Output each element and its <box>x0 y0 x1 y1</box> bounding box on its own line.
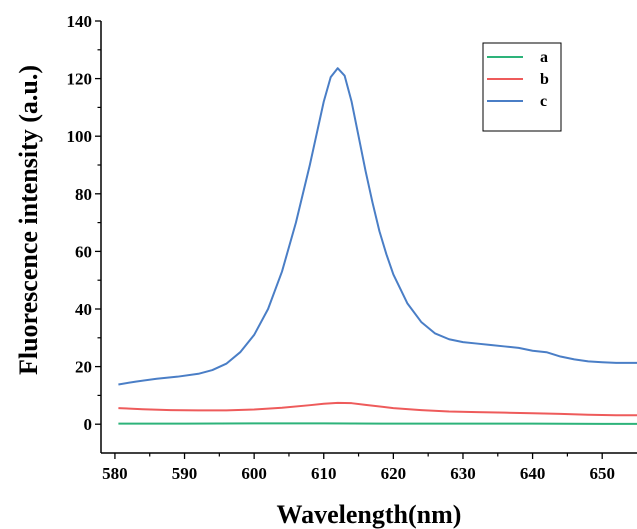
legend-label-a: a <box>540 49 548 66</box>
x-tick-label: 630 <box>450 464 476 483</box>
legend: abc <box>482 42 562 132</box>
series-line-c <box>118 67 637 386</box>
y-tick-label: 120 <box>67 70 93 89</box>
y-tick-label: 80 <box>75 185 92 204</box>
series-line-a <box>118 422 637 425</box>
y-tick-label: 60 <box>75 242 92 261</box>
y-tick-label: 20 <box>75 358 92 377</box>
legend-label-c: c <box>540 93 547 110</box>
y-tick-label: 100 <box>67 127 93 146</box>
legend-label-b: b <box>540 71 549 88</box>
y-tick-label: 140 <box>67 12 93 31</box>
x-tick-label: 580 <box>102 464 128 483</box>
x-tick-label: 620 <box>381 464 407 483</box>
y-axis-title: Fluorescence intensity (a.u.) <box>14 65 43 375</box>
y-tick-label: 40 <box>75 300 92 319</box>
x-tick-label: 640 <box>520 464 546 483</box>
x-axis-title: Wavelength(nm) <box>277 500 462 529</box>
x-tick-label: 590 <box>172 464 198 483</box>
ticks: 580 590 600 610 620 630 640 650 0 20 40 60 80 100 120 1… <box>67 12 615 483</box>
axes <box>100 21 637 454</box>
x-tick-label: 650 <box>589 464 615 483</box>
plot-lines <box>118 67 637 425</box>
series-line-b <box>118 401 637 417</box>
x-tick-label: 610 <box>311 464 337 483</box>
x-tick-label: 600 <box>241 464 267 483</box>
y-tick-label: 0 <box>84 415 93 434</box>
